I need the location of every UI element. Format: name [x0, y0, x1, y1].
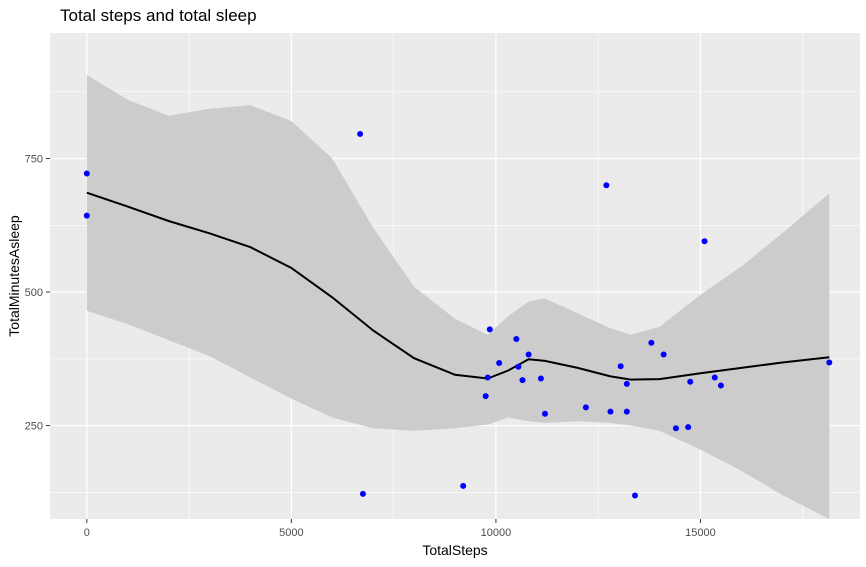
data-point	[486, 326, 493, 333]
data-point	[617, 363, 624, 370]
x-tick-label: 0	[84, 527, 90, 539]
data-point	[711, 374, 718, 381]
x-axis-ticks: 0 5000 10000 15000	[84, 519, 716, 539]
smooth-line	[86, 191, 830, 381]
data-point	[687, 378, 694, 385]
points-layer	[83, 130, 833, 499]
y-tick-label: 250	[25, 421, 43, 433]
data-point	[83, 212, 90, 219]
data-point	[496, 360, 503, 367]
data-point	[542, 410, 548, 417]
data-point	[513, 336, 520, 343]
data-point	[685, 424, 692, 431]
x-tick-label: 5000	[279, 527, 303, 539]
data-point	[717, 382, 724, 389]
data-point	[623, 408, 630, 415]
data-point	[525, 351, 532, 358]
data-point	[83, 170, 90, 177]
y-tick-label: 500	[25, 287, 43, 299]
y-tick-label: 750	[25, 154, 43, 166]
data-point	[623, 380, 630, 387]
data-point	[515, 363, 522, 370]
data-point	[357, 130, 364, 137]
data-point	[672, 425, 679, 432]
data-point	[519, 377, 526, 384]
x-tick-label: 10000	[481, 527, 512, 539]
data-point	[607, 408, 614, 415]
data-point	[359, 490, 366, 497]
data-point	[660, 351, 667, 358]
x-tick-label: 15000	[685, 527, 716, 539]
data-point	[460, 482, 467, 489]
y-axis-ticks: 250 500 750	[25, 154, 50, 433]
data-point	[826, 359, 833, 366]
y-axis-title: TotalMinutesAsleep	[6, 215, 22, 337]
data-point	[648, 339, 655, 346]
x-axis-title: TotalSteps	[422, 542, 487, 558]
data-point	[582, 404, 589, 411]
confidence-band	[86, 74, 830, 519]
data-point	[603, 182, 610, 189]
data-point	[632, 492, 638, 499]
data-point	[537, 375, 544, 382]
chart-title: Total steps and total sleep	[60, 6, 257, 25]
data-point	[482, 393, 489, 400]
data-point	[484, 374, 491, 381]
data-point	[701, 238, 708, 245]
